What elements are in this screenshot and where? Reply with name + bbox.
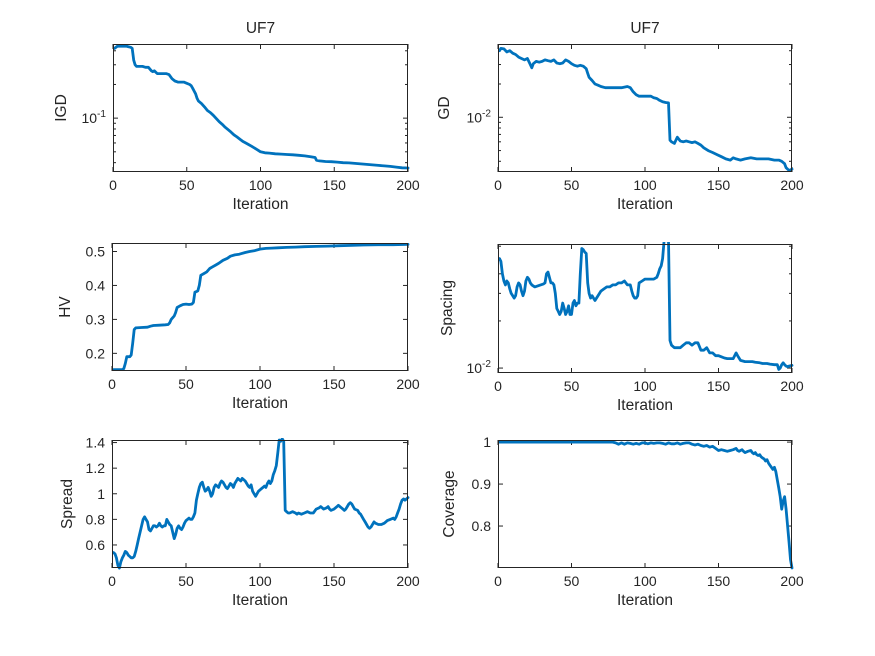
tick-label: 10-1 [81,109,106,126]
tick-label: 0.5 [86,243,106,259]
hv-curve [112,242,410,371]
tick-label: 0.8 [86,511,106,527]
tick-label: 100 [248,376,272,392]
tick-label: 100 [249,177,273,193]
tick-label: 0 [108,573,116,589]
spread-curve [112,438,410,570]
tick-label: 0 [109,177,117,193]
spacing-curve [498,242,794,371]
spread-x-axis-label: Iteration [231,592,288,609]
tick-label: 0 [494,378,502,394]
axes-box [498,244,792,373]
tick-label: 150 [322,376,346,392]
tick-label: 0.9 [472,476,492,492]
tick-label: 0.2 [86,345,106,361]
hv-y-axis-label: HV [57,296,74,318]
coverage-x-axis-label: Iteration [616,592,673,609]
gd-y-axis-label: GD [436,96,453,120]
tick-label: 50 [179,177,195,193]
tick-label: 100 [248,573,272,589]
tick-label: 50 [564,573,580,589]
tick-label: 0.6 [86,537,106,553]
spread-plot: 0 50 100 150 200 0.6 0.8 1 1.2 1.4 [86,435,420,589]
tick-label: 0.3 [86,311,106,327]
gd-curve [498,47,794,172]
spacing-y-axis-label: Spacing [439,279,456,337]
tick-label: 1 [483,434,491,450]
tick-label: 1.2 [86,460,106,476]
hv-x-axis-label: Iteration [231,395,288,412]
tick-label: 10-2 [466,359,491,376]
tick-label: 1 [97,486,105,502]
coverage-curve [498,440,794,570]
igd-y-axis-label: IGD [53,94,70,122]
axes-box [112,440,408,568]
spacing-plot: 0 50 100 150 200 10-2 [466,242,804,394]
axes-box [498,440,792,568]
tick-label: 200 [396,177,420,193]
tick-label: 100 [633,177,657,193]
tick-label: 200 [780,378,804,394]
axes-box [112,243,408,371]
tick-label: 50 [564,177,580,193]
tick-label: 1.4 [86,435,106,451]
spread-y-axis-label: Spread [59,479,76,529]
igd-curve [113,44,410,170]
tick-label: 0 [494,573,502,589]
tick-label: 150 [707,177,731,193]
gd-plot: 0 50 100 150 200 10-2 [466,44,804,193]
igd-plot: 0 50 100 150 200 10-1 [81,44,420,193]
gd-x-axis-label: Iteration [616,196,673,213]
tick-label: 50 [178,573,194,589]
tick-label: 50 [564,378,580,394]
igd-plot-title: UF7 [245,20,276,37]
tick-label: 0.4 [86,277,106,293]
tick-label: 0 [108,376,116,392]
tick-label: 150 [707,378,731,394]
coverage-y-axis-label: Coverage [441,470,458,538]
tick-label: 200 [780,573,804,589]
tick-label: 150 [323,177,347,193]
gd-plot-title: UF7 [630,20,660,37]
spacing-x-axis-label: Iteration [616,397,673,414]
tick-label: 200 [780,177,804,193]
hv-plot: 0 50 100 150 200 0.2 0.3 0.4 0.5 [86,242,420,392]
tick-label: 10-2 [466,108,491,125]
axes-box [498,44,792,172]
axes-box [113,44,408,172]
tick-label: 200 [396,376,420,392]
tick-label: 100 [633,573,657,589]
tick-label: 150 [707,573,731,589]
tick-label: 100 [633,378,657,394]
tick-label: 0 [494,177,502,193]
tick-label: 150 [322,573,346,589]
igd-x-axis-label: Iteration [232,196,289,213]
tick-label: 200 [396,573,420,589]
coverage-plot: 0 50 100 150 200 0.8 0.9 1 [472,434,804,589]
tick-label: 0.8 [472,518,492,534]
tick-label: 50 [178,376,194,392]
